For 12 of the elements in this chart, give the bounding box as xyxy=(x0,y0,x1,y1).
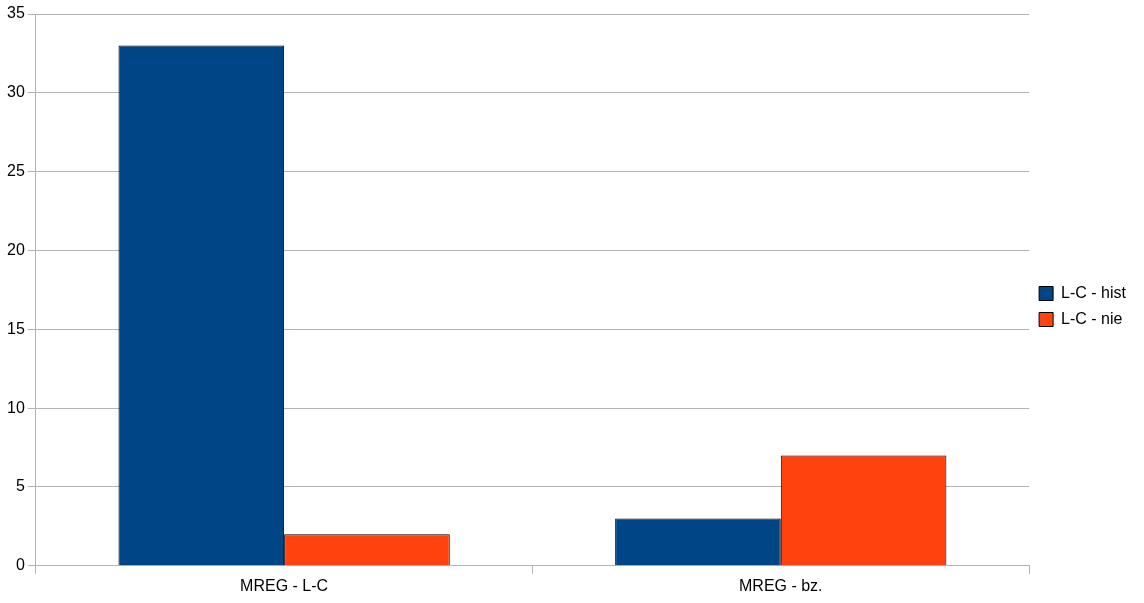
legend-label: L-C - hist xyxy=(1061,283,1127,301)
y-tick-label: 20 xyxy=(7,240,25,258)
x-tick-label: MREG - bz. xyxy=(738,576,823,594)
y-tick-label: 25 xyxy=(7,162,25,180)
y-tick-label: 15 xyxy=(7,319,25,337)
y-tick-label: 35 xyxy=(7,4,25,22)
y-tick-label: 10 xyxy=(7,398,25,416)
y-tick-label: 30 xyxy=(7,83,25,101)
x-tick-label: MREG - L-C xyxy=(240,576,329,594)
y-tick-label: 5 xyxy=(15,477,25,495)
legend-label: L-C - nie xyxy=(1061,309,1123,327)
y-tick-label: 0 xyxy=(15,556,25,574)
